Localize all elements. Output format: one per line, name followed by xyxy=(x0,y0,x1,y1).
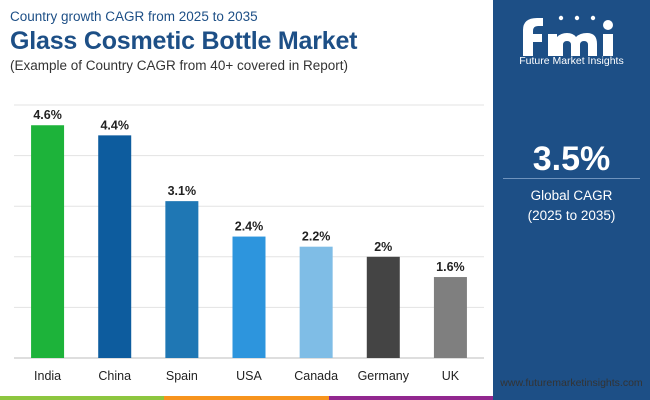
bottom-bar-segment-purple xyxy=(328,396,493,400)
x-tick-label-china: China xyxy=(98,369,131,383)
bar-india xyxy=(31,125,65,359)
chart-title: Glass Cosmetic Bottle Market xyxy=(10,27,358,55)
summary-panel: Future Market Insights 3.5% Global CAGR … xyxy=(493,0,650,400)
bar-uk xyxy=(433,277,467,358)
bottom-bar-segment-orange xyxy=(164,396,329,400)
panel-divider xyxy=(503,178,640,179)
data-label-spain: 3.1% xyxy=(168,184,197,198)
x-tick-label-canada: Canada xyxy=(294,369,338,383)
bar-canada xyxy=(299,246,333,358)
bar-chart: 4.6% India 4.4% China 3.1% Spain 2.4% USA 2.2% Ca… xyxy=(14,104,484,383)
bottom-color-bar xyxy=(0,396,493,400)
x-tick-label-uk: UK xyxy=(442,369,460,383)
x-tick-label-usa: USA xyxy=(236,369,262,383)
bar-usa xyxy=(232,236,266,358)
data-label-germany: 2% xyxy=(374,240,392,254)
bar-spain xyxy=(165,201,199,358)
global-cagr-value: 3.5% xyxy=(532,140,611,178)
x-tick-label-india: India xyxy=(34,369,61,383)
data-label-usa: 2.4% xyxy=(235,220,264,234)
chart-caption: (Example of Country CAGR from 40+ covere… xyxy=(10,58,349,73)
chart-subtitle: Country growth CAGR from 2025 to 2035 xyxy=(10,9,258,24)
data-label-india: 4.6% xyxy=(33,108,62,122)
bar-china xyxy=(98,135,132,358)
logo-text: Future Market Insights xyxy=(519,55,624,67)
fmi-logo-icon xyxy=(523,14,613,56)
global-cagr-label: Global CAGR xyxy=(530,188,613,203)
bar-germany xyxy=(366,256,400,358)
data-label-uk: 1.6% xyxy=(436,260,465,274)
data-label-china: 4.4% xyxy=(100,118,129,132)
data-label-canada: 2.2% xyxy=(302,230,331,244)
bottom-bar-segment-green xyxy=(0,396,165,400)
global-cagr-period: (2025 to 2035) xyxy=(527,208,616,223)
x-tick-label-spain: Spain xyxy=(166,369,198,383)
website-link[interactable]: www.futuremarketinsights.com xyxy=(500,377,643,389)
x-tick-label-germany: Germany xyxy=(358,369,410,383)
